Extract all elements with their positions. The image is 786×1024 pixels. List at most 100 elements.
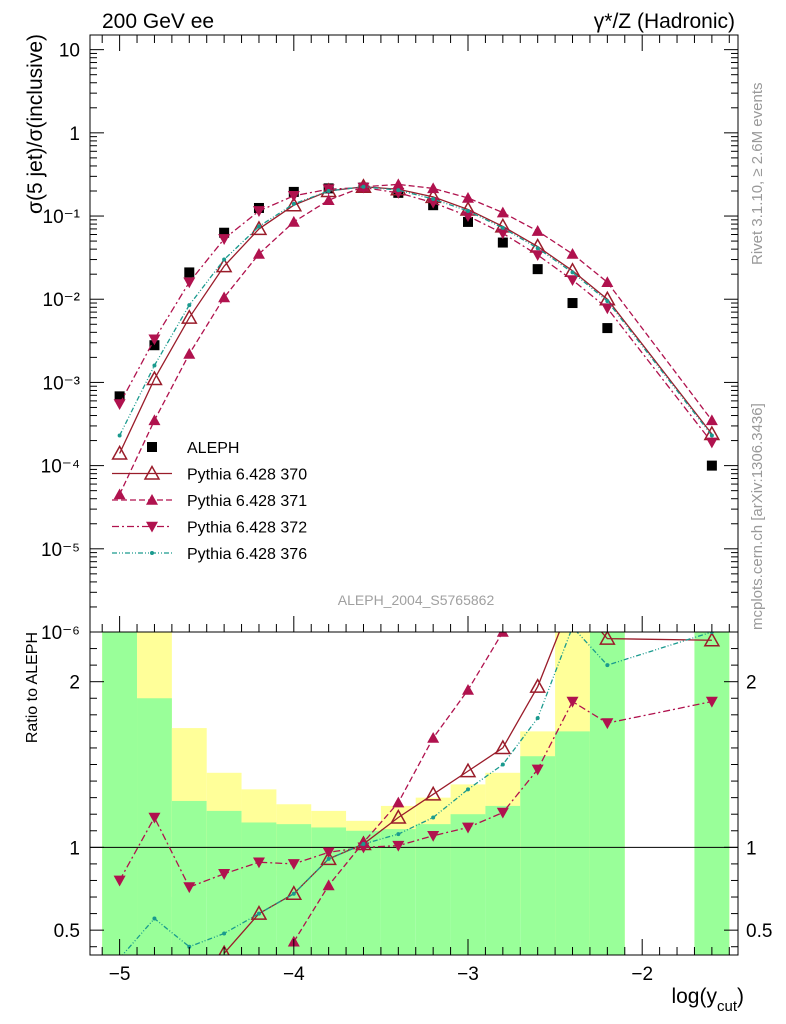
bot-ytick-label-left-2: 2	[69, 673, 80, 694]
ratio-line-p372	[119, 700, 713, 888]
top-ytick-label-3: 10⁻²	[43, 290, 81, 311]
top-point-aleph-2	[184, 267, 195, 278]
ratio-point-p370-8	[494, 739, 512, 755]
top-ytick-label-2: 10⁻¹	[43, 207, 81, 228]
top-point-p372-10	[462, 211, 474, 223]
ratio-point-p372-3	[218, 869, 231, 880]
uncertainty-bands	[102, 632, 730, 955]
ratio-point-p370-12	[703, 632, 721, 647]
xtick-label-2: −3	[457, 964, 479, 985]
ratio-point-p372-1	[148, 812, 161, 824]
ratio-point-p372-13	[566, 696, 579, 708]
top-point-p370-5	[285, 196, 303, 212]
legend-marker-p376	[150, 551, 154, 555]
rivet-version-text: Rivet 3.1.10, ≥ 2.6M events	[749, 83, 766, 266]
total-band-13	[555, 731, 590, 955]
top-point-p372-9	[427, 197, 440, 209]
top-series-group	[111, 178, 721, 500]
total-band-0	[102, 632, 138, 955]
total-band-7	[346, 830, 381, 955]
total-band-1	[137, 698, 172, 955]
total-band-2	[171, 800, 207, 955]
top-point-aleph-13	[567, 298, 578, 309]
top-line-p371	[119, 183, 713, 495]
ratio-point-p372-4	[252, 857, 265, 869]
top-point-p376-3	[222, 257, 227, 262]
top-point-p371-5	[287, 215, 300, 227]
legend: ALEPH Pythia 6.428 370 Pythia 6.428 371 Pyt…	[112, 440, 307, 563]
ratio-point-p371-6	[496, 632, 509, 637]
top-point-aleph-0	[114, 391, 125, 402]
top-ytick-label-7: 10⁻⁶	[41, 623, 80, 644]
top-point-p371-1	[148, 414, 161, 426]
top-point-p372-0	[113, 399, 126, 411]
ratio-series-group	[113, 527, 721, 960]
bottom-ylabel: Ratio to ALEPH	[24, 632, 41, 743]
total-band-10	[450, 814, 486, 955]
top-point-p370-3	[215, 257, 233, 273]
ratio-point-p372-12	[531, 764, 544, 776]
ratio-point-p376-8	[396, 832, 401, 837]
header-right: γ*/Z (Hadronic)	[594, 10, 735, 33]
top-point-p371-3	[218, 291, 231, 303]
ratio-point-p370-2	[285, 885, 303, 900]
ratio-point-p372-2	[183, 882, 196, 894]
top-point-p376-1	[152, 363, 157, 368]
ratio-point-p370-6	[424, 785, 442, 801]
top-point-p371-0	[113, 488, 126, 500]
axis-tick-labels: 10 1 10⁻¹ 10⁻² 10⁻³ 10⁻⁴ 10⁻⁵ 10⁻⁶ −5 −4 −3 −2 0.5 0.…	[41, 41, 773, 985]
ratio-point-p372-15	[705, 696, 718, 708]
top-point-p376-5	[291, 201, 296, 206]
ratio-point-p372-6	[322, 847, 335, 859]
top-point-p372-1	[148, 334, 161, 346]
ratio-point-p376-4	[256, 911, 261, 916]
top-point-aleph-15	[706, 460, 717, 471]
total-band-8	[380, 829, 416, 955]
top-point-aleph-11	[497, 237, 508, 248]
ratio-point-p371-4	[427, 732, 440, 743]
top-point-p376-13	[570, 270, 575, 275]
top-point-p376-9	[431, 197, 436, 202]
top-line-p370	[119, 186, 713, 454]
top-point-p372-12	[531, 250, 544, 262]
total-band-15	[694, 632, 730, 955]
top-point-p372-2	[183, 277, 196, 289]
ratio-point-p376-0	[118, 956, 122, 960]
top-point-p376-2	[187, 303, 192, 308]
bot-ytick-label-right-2: 2	[746, 673, 757, 694]
xtick-label-0: −5	[109, 964, 131, 985]
analysis-watermark: ALEPH_2004_S5765862	[338, 592, 495, 608]
ratio-point-p376-10	[466, 787, 470, 792]
top-point-p372-4	[252, 206, 265, 217]
ratio-point-p372-9	[427, 830, 440, 842]
top-ytick-label-4: 10⁻³	[43, 373, 81, 394]
legend-label-p372: Pythia 6.428 372	[187, 520, 307, 537]
top-point-p370-4	[250, 220, 268, 236]
top-point-p371-13	[566, 247, 579, 259]
xtick-label-3: −2	[631, 964, 653, 985]
top-ytick-label-1: 1	[69, 124, 80, 145]
legend-marker-aleph	[147, 442, 157, 452]
top-point-p370-0	[111, 444, 128, 460]
legend-marker-p370	[143, 464, 161, 480]
legend-label-p371: Pythia 6.428 371	[187, 493, 307, 510]
top-point-aleph-14	[602, 323, 613, 334]
bot-ytick-label-right-1: 1	[746, 838, 757, 859]
top-ylabel: σ(5 jet)/σ(inclusive)	[24, 34, 47, 214]
ratio-point-p371-7	[532, 527, 544, 538]
top-point-p371-2	[183, 347, 196, 359]
ratio-point-p372-0	[113, 875, 126, 887]
total-band-11	[485, 805, 521, 955]
ratio-point-p376-5	[291, 891, 296, 896]
ratio-point-p376-1	[152, 916, 157, 921]
top-point-p371-8	[392, 178, 405, 190]
top-point-p372-5	[287, 191, 300, 202]
top-point-p371-12	[531, 225, 544, 236]
ratio-point-p370-7	[459, 762, 477, 778]
ratio-point-p371-1	[322, 879, 335, 891]
axis-ticks	[90, 35, 738, 955]
total-band-4	[241, 822, 277, 955]
top-point-p376-7	[361, 184, 366, 189]
top-point-p371-14	[601, 276, 614, 288]
ratio-point-p372-14	[601, 718, 614, 730]
